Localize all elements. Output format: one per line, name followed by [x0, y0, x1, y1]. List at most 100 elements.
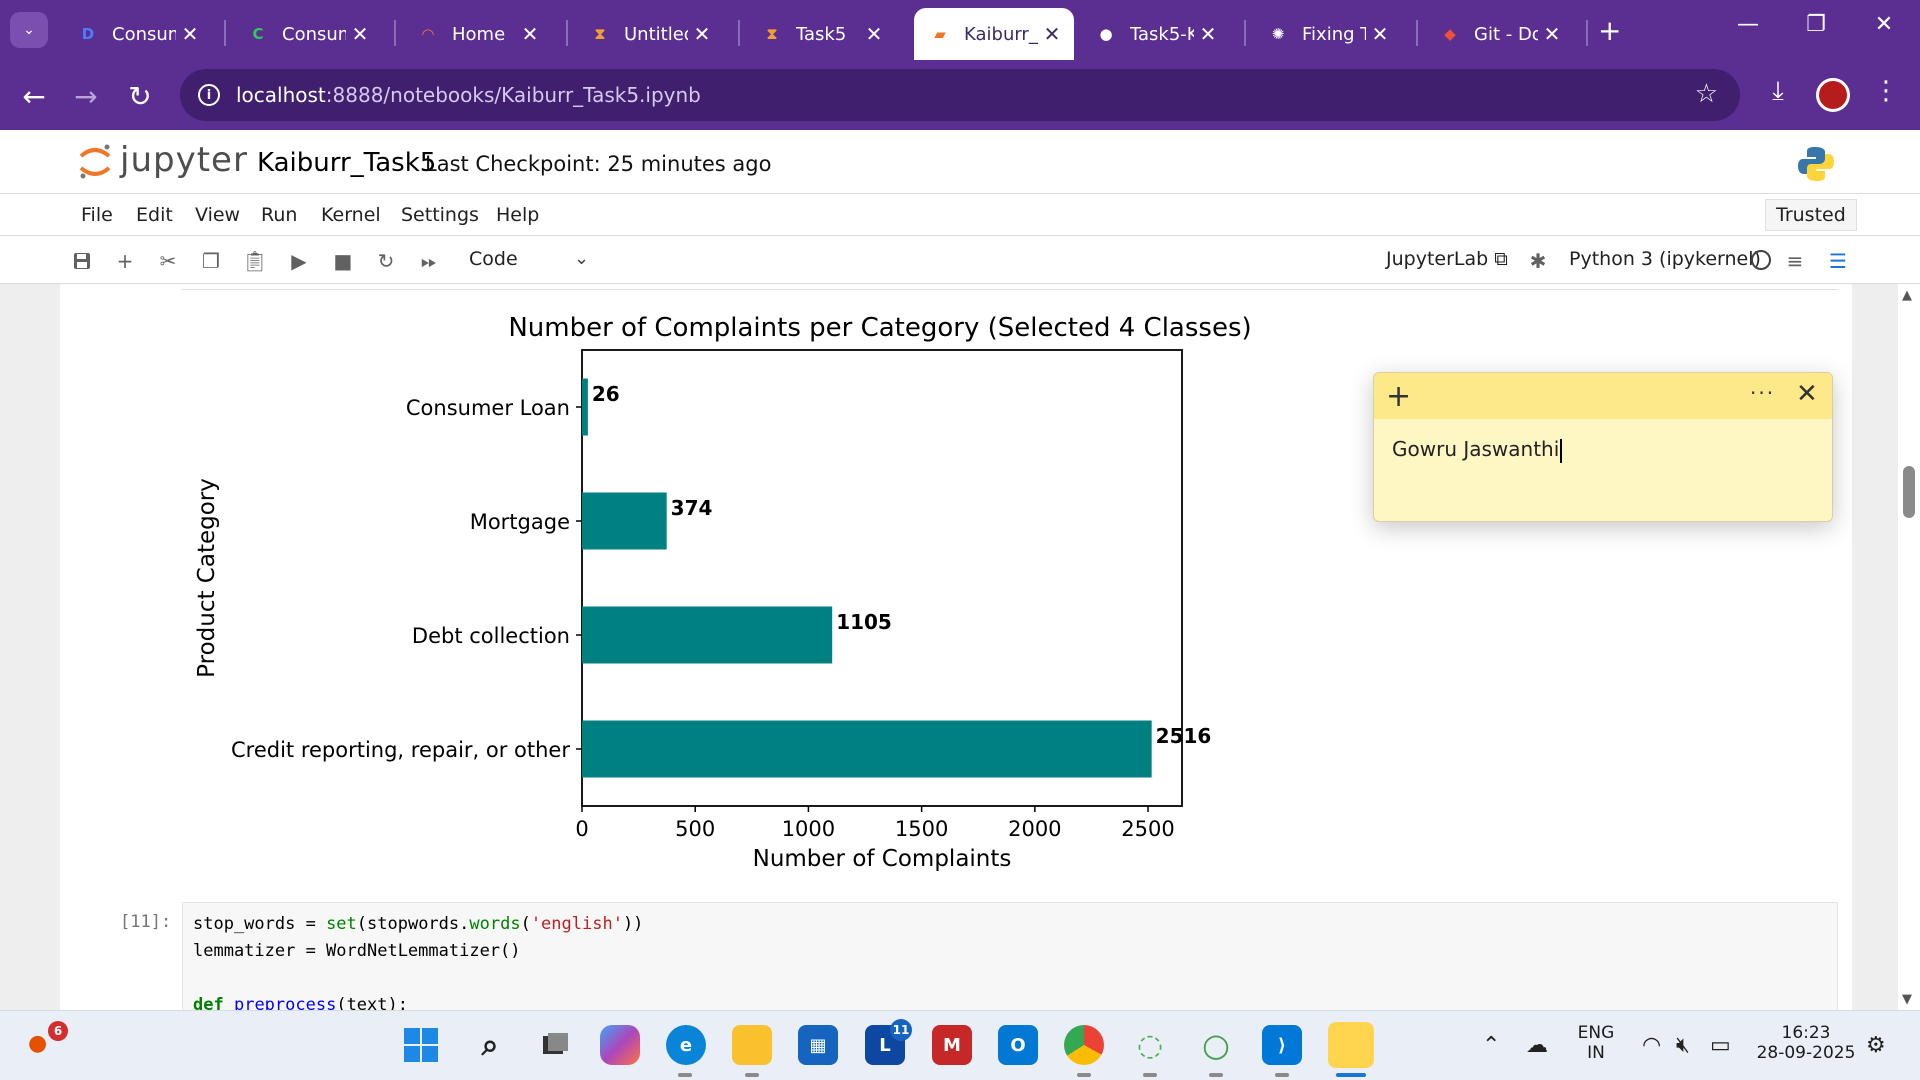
code-token: stop_words = [193, 914, 327, 934]
sticky-note-text[interactable]: Gowru Jaswanthi [1392, 437, 1563, 463]
bookmark-star-icon[interactable]: ☆ [1694, 79, 1718, 109]
close-icon[interactable]: ✕ [1043, 22, 1061, 46]
file-explorer-icon[interactable] [732, 1025, 772, 1065]
l-app-icon[interactable]: L [865, 1025, 905, 1065]
close-icon[interactable]: ✕ [521, 22, 539, 46]
copy-icon[interactable]: ❐ [202, 249, 220, 273]
kernel-name[interactable]: Python 3 (ipykernel) [1569, 248, 1761, 270]
tab-git[interactable]: ◆ Git - Do ✕ [1424, 8, 1574, 60]
store-icon[interactable]: ▦ [798, 1025, 838, 1065]
trusted-indicator[interactable]: Trusted [1765, 199, 1857, 231]
close-window-button[interactable]: ✕ [1874, 12, 1894, 37]
sticky-note-window[interactable]: + ··· ✕ Gowru Jaswanthi [1373, 372, 1833, 522]
site-info-icon[interactable]: i [198, 84, 220, 106]
chart-bar [582, 606, 833, 664]
close-icon[interactable]: ✕ [693, 22, 711, 46]
profile-avatar[interactable] [1816, 78, 1850, 112]
notebook-title[interactable]: Kaiburr_Task5 [257, 148, 437, 178]
task-view-icon[interactable] [535, 1025, 575, 1065]
close-icon[interactable]: ✕ [181, 22, 199, 46]
jupyter-logo-icon[interactable] [78, 142, 112, 182]
run-icon[interactable]: ▶ [291, 249, 307, 273]
widgets-icon[interactable]: ● [28, 1031, 48, 1056]
chevron-up-icon[interactable]: ⌃ [1482, 1033, 1501, 1058]
tab-kaiburr-active[interactable]: ▰ Kaiburr_ ✕ [914, 8, 1074, 60]
close-icon[interactable]: ✕ [1199, 22, 1217, 46]
back-button[interactable]: ← [22, 79, 46, 113]
reload-button[interactable]: ↻ [128, 79, 152, 113]
tab-consum-2[interactable]: C Consum ✕ [232, 8, 382, 60]
paste-icon[interactable]: 📋︎ [242, 249, 268, 273]
wifi-icon[interactable]: ◠ [1642, 1033, 1662, 1058]
property-inspector-icon[interactable]: ☰ [1829, 249, 1847, 273]
menu-file[interactable]: File [81, 204, 113, 226]
new-tab-button[interactable]: + [1598, 14, 1622, 47]
code-token: )) [622, 914, 644, 934]
windows-taskbar: ● 6 ⌕ e ▦ L 11 M O ◌ ○ ⟩ ⌃ ☁ ENG IN ◠ 🔇︎ … [0, 1010, 1920, 1080]
tab-github[interactable]: ● Task5-K ✕ [1080, 8, 1230, 60]
code-cell-editor[interactable]: stop_words = set(stopwords.words('englis… [182, 902, 1838, 1010]
add-note-icon[interactable]: + [1386, 379, 1412, 414]
onedrive-cloud-icon[interactable]: ☁ [1526, 1033, 1548, 1058]
edge-icon[interactable]: e [666, 1025, 706, 1065]
scroll-up-icon[interactable]: ▲ [1902, 288, 1912, 303]
notification-center-icon[interactable]: ⚙ [1866, 1033, 1886, 1058]
download-icon[interactable]: ⤓ [1772, 76, 1784, 106]
language-indicator[interactable]: ENG IN [1572, 1023, 1620, 1063]
url-field[interactable]: i localhost:8888/notebooks/Kaiburr_Task5… [180, 69, 1740, 121]
tab-task5[interactable]: ⧗ Task5 ✕ [746, 8, 896, 60]
menu-lines-icon[interactable]: ≡ [1786, 249, 1804, 273]
clock[interactable]: 16:23 28-09-2025 [1756, 1023, 1856, 1063]
more-menu-icon[interactable]: ⋮ [1873, 76, 1899, 106]
debugger-bug-icon[interactable]: ✱ [1529, 249, 1547, 273]
minimize-button[interactable]: — [1737, 12, 1759, 37]
forward-button[interactable]: → [74, 79, 98, 113]
battery-icon[interactable]: ▭ [1710, 1033, 1731, 1058]
notebook-scrollbar[interactable]: ▲ ▼ [1898, 284, 1920, 1010]
tab-search-button[interactable]: ⌄ [10, 12, 48, 48]
cut-icon[interactable]: ✂ [159, 249, 177, 273]
menu-help[interactable]: Help [496, 204, 540, 226]
mcafee-icon[interactable]: M [932, 1025, 972, 1065]
notification-badge: 6 [48, 1021, 68, 1041]
stop-icon[interactable]: ■ [333, 249, 353, 273]
search-icon[interactable]: ⌕ [481, 1027, 499, 1063]
restart-icon[interactable]: ↻ [377, 249, 395, 273]
chrome-icon[interactable] [1064, 1025, 1104, 1065]
menu-run[interactable]: Run [261, 204, 298, 226]
menu-view[interactable]: View [195, 204, 241, 226]
chevron-down-icon[interactable]: ⌄ [574, 248, 590, 269]
vscode-icon[interactable]: ⟩ [1262, 1025, 1302, 1065]
add-cell-icon[interactable]: + [116, 249, 134, 273]
fast-forward-icon[interactable]: ⏩︎ [421, 249, 437, 273]
scroll-down-icon[interactable]: ▼ [1902, 992, 1912, 1007]
code-token: (stopwords. [356, 914, 470, 934]
cell-type-select[interactable]: Code [469, 248, 518, 270]
tab-chatgpt[interactable]: ✺ Fixing T ✕ [1252, 8, 1402, 60]
jupyterlab-link[interactable]: JupyterLab ⧉ [1386, 248, 1508, 270]
copilot-icon[interactable] [600, 1025, 640, 1065]
close-icon[interactable]: ✕ [351, 22, 369, 46]
close-icon[interactable]: ✕ [1371, 22, 1389, 46]
menu-kernel[interactable]: Kernel [321, 204, 381, 226]
start-icon[interactable] [401, 1025, 441, 1065]
restore-button[interactable]: ❐ [1806, 12, 1826, 37]
outlook-icon[interactable]: O [998, 1025, 1038, 1065]
sticky-notes-icon[interactable] [1328, 1022, 1374, 1068]
menu-edit[interactable]: Edit [136, 204, 173, 226]
region-code: IN [1587, 1043, 1605, 1063]
close-icon[interactable]: ✕ [1543, 22, 1561, 46]
tab-consum-1[interactable]: D Consum ✕ [62, 8, 212, 60]
loading-app-icon[interactable]: ◌ [1136, 1027, 1164, 1063]
close-icon[interactable]: ✕ [865, 22, 883, 46]
tab-untitled[interactable]: ⧗ Untitled ✕ [574, 8, 724, 60]
tab-home[interactable]: ◠ Home ✕ [402, 8, 552, 60]
close-icon[interactable]: ✕ [1796, 379, 1818, 409]
loading-app-icon-2[interactable]: ○ [1202, 1026, 1230, 1064]
more-options-icon[interactable]: ··· [1750, 381, 1776, 405]
scrollbar-thumb[interactable] [1903, 466, 1915, 518]
bar-value-label: 2516 [1156, 724, 1212, 748]
save-icon[interactable] [67, 246, 97, 276]
volume-muted-icon[interactable]: 🔇︎ [1676, 1033, 1690, 1058]
menu-settings[interactable]: Settings [401, 204, 479, 226]
